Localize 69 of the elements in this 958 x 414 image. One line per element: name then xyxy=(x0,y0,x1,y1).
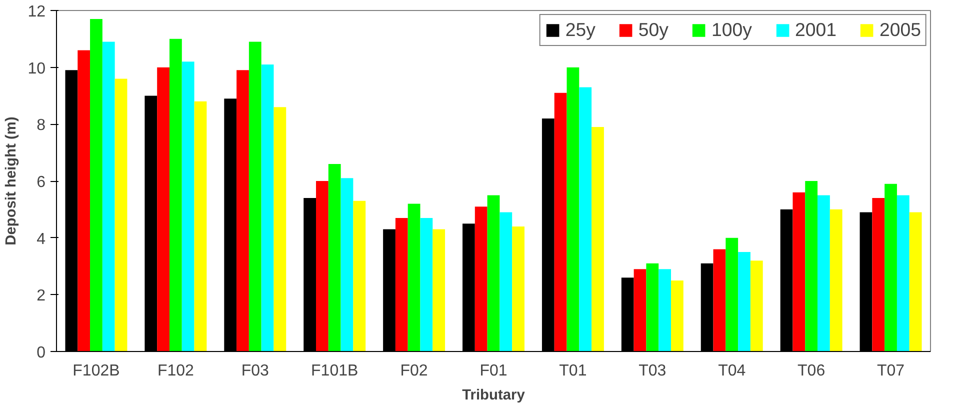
bar xyxy=(474,206,488,352)
bar xyxy=(671,280,684,352)
y-axis-title: Deposit height (m) xyxy=(4,116,20,246)
bar xyxy=(182,62,194,352)
bar xyxy=(738,252,750,352)
x-tick-label: T04 xyxy=(718,362,746,380)
bar xyxy=(236,70,249,352)
bar xyxy=(884,184,897,352)
bar xyxy=(750,260,763,352)
bar xyxy=(658,269,671,352)
y-tick-label: 4 xyxy=(36,230,46,248)
legend-label: 25y xyxy=(565,19,596,41)
legend-label: 2005 xyxy=(879,19,921,41)
y-tick-label: 12 xyxy=(28,4,46,20)
x-tick-label: F03 xyxy=(241,362,270,380)
bar xyxy=(169,38,182,352)
bar xyxy=(248,42,262,352)
bar xyxy=(157,67,170,352)
x-tick-label: T03 xyxy=(638,362,666,380)
bar xyxy=(408,204,420,352)
bar xyxy=(487,195,500,352)
bar xyxy=(194,101,207,352)
bar xyxy=(646,263,659,352)
bar xyxy=(114,78,128,352)
bar xyxy=(328,164,341,352)
bar xyxy=(872,198,885,352)
bar xyxy=(90,19,102,352)
x-tick-label: T01 xyxy=(559,362,587,380)
bar xyxy=(566,67,580,352)
bar xyxy=(713,249,726,352)
bar xyxy=(726,238,738,352)
legend-label: 50y xyxy=(638,19,668,41)
x-tick-label: F102B xyxy=(72,362,120,380)
bar xyxy=(432,229,446,352)
bar xyxy=(316,181,328,352)
bar xyxy=(500,212,512,352)
y-tick-label: 8 xyxy=(36,117,46,134)
bar xyxy=(261,64,274,352)
bar xyxy=(274,107,286,352)
x-tick-label: T06 xyxy=(798,362,826,380)
bar xyxy=(830,209,842,352)
bar xyxy=(818,195,830,352)
bar xyxy=(512,226,524,352)
bar xyxy=(353,200,366,352)
bar xyxy=(909,212,922,352)
x-tick-label: T07 xyxy=(876,362,905,380)
x-tick-label: F02 xyxy=(400,362,428,380)
bar xyxy=(805,181,818,352)
bar xyxy=(634,269,646,352)
bar xyxy=(554,92,567,352)
legend-label: 100y xyxy=(712,19,752,41)
bar xyxy=(896,195,910,352)
bar xyxy=(592,127,604,352)
bar xyxy=(102,42,115,352)
y-tick-label: 2 xyxy=(36,288,46,305)
y-tick-label: 0 xyxy=(36,344,46,362)
bar xyxy=(78,50,90,352)
bar xyxy=(395,218,408,352)
x-tick-label: F01 xyxy=(480,362,508,380)
bar xyxy=(340,178,354,352)
legend-label: 2001 xyxy=(794,19,836,41)
x-tick-label: F101B xyxy=(311,362,358,380)
bar xyxy=(420,218,433,352)
y-tick-label: 10 xyxy=(28,60,46,78)
bar xyxy=(579,87,592,352)
x-tick-label: F102 xyxy=(157,362,194,380)
y-tick-label: 6 xyxy=(36,174,46,191)
bar xyxy=(792,192,806,352)
x-axis-title: Tributary xyxy=(462,388,526,404)
